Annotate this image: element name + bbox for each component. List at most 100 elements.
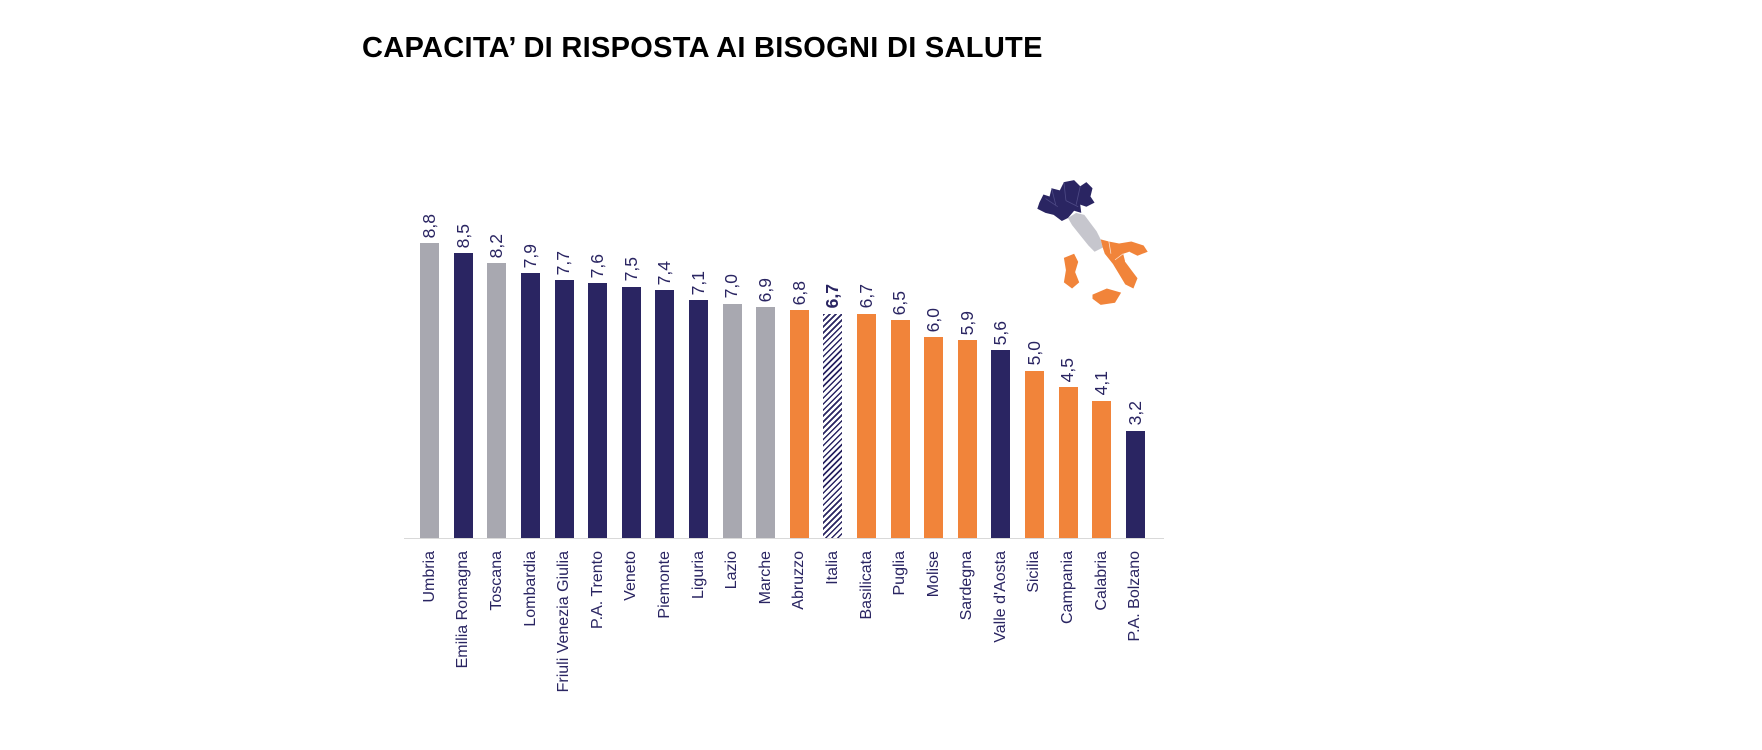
bar-value-label-veneto: 7,5 <box>620 257 641 282</box>
bar-value-label-abruzzo: 6,8 <box>788 280 809 306</box>
bar-column-liguria: 7,1 <box>682 271 716 538</box>
bar-calabria <box>1092 400 1112 538</box>
x-label-cell-liguria: Liguria <box>682 539 716 599</box>
x-label-campania: Campania <box>1059 551 1077 624</box>
bar-piemonte <box>655 290 675 538</box>
bar-value-label-toscana: 8,2 <box>486 233 507 259</box>
bar-molise <box>924 337 944 538</box>
bar-column-italia: 6,7 <box>816 284 850 538</box>
x-axis-labels: Umbria Emilia Romagna Toscana Lombardia Friu… <box>413 539 1153 692</box>
bar-column-emilia-romagna: 8,5 <box>447 224 481 538</box>
x-label-toscana: Toscana <box>487 551 505 611</box>
bar-column-sicilia: 5,0 <box>1018 341 1052 538</box>
x-label-cell-piemonte: Piemonte <box>648 539 682 619</box>
x-label-cell-lombardia: Lombardia <box>514 539 548 627</box>
bar-column-sardegna: 5,9 <box>951 311 985 538</box>
bar-toscana <box>487 263 507 538</box>
x-label-p-a-trento: P.A. Trento <box>588 551 606 629</box>
x-label-cell-abruzzo: Abruzzo <box>783 539 817 610</box>
x-label-cell-valle-d-aosta: Valle d'Aosta <box>984 539 1018 643</box>
x-label-lazio: Lazio <box>723 551 741 590</box>
chart-title: CAPACITA’ DI RISPOSTA AI BISOGNI DI SALU… <box>362 32 1043 64</box>
bar-campania <box>1058 387 1078 538</box>
x-label-piemonte: Piemonte <box>655 551 673 619</box>
bar-valle-d-aosta <box>991 350 1011 538</box>
bar-sardegna <box>957 340 977 538</box>
bar-liguria <box>689 300 709 538</box>
bar-value-label-basilicata: 6,7 <box>855 284 876 309</box>
bar-abruzzo <box>789 310 809 538</box>
bar-column-molise: 6,0 <box>917 308 951 538</box>
x-label-cell-p-a-trento: P.A. Trento <box>581 539 615 629</box>
bar-italia <box>823 313 843 538</box>
bar-value-label-marche: 6,9 <box>754 277 775 302</box>
x-label-calabria: Calabria <box>1092 551 1110 611</box>
bar-column-basilicata: 6,7 <box>850 284 884 538</box>
bar-column-lombardia: 7,9 <box>514 244 548 538</box>
bar-lazio <box>722 303 742 538</box>
bar-column-veneto: 7,5 <box>615 257 649 538</box>
bar-column-abruzzo: 6,8 <box>783 281 817 538</box>
x-label-cell-italia: Italia <box>816 539 850 585</box>
x-label-cell-basilicata: Basilicata <box>850 539 884 619</box>
x-label-valle-d-aosta: Valle d'Aosta <box>991 551 1009 643</box>
x-label-cell-sicilia: Sicilia <box>1018 539 1052 593</box>
bar-marche <box>756 306 776 538</box>
bar-column-piemonte: 7,4 <box>648 261 682 538</box>
bar-lombardia <box>521 273 541 538</box>
x-label-cell-puglia: Puglia <box>883 539 917 595</box>
map-sardinia <box>1063 253 1080 289</box>
bar-column-umbria: 8,8 <box>413 214 447 538</box>
x-label-p-a-bolzano: P.A. Bolzano <box>1126 551 1144 642</box>
bar-puglia <box>890 320 910 538</box>
x-label-molise: Molise <box>924 551 942 598</box>
bar-column-campania: 4,5 <box>1051 358 1085 538</box>
x-label-abruzzo: Abruzzo <box>790 551 808 610</box>
bar-p-a-bolzano <box>1125 430 1145 538</box>
x-label-puglia: Puglia <box>891 551 909 596</box>
x-axis-line <box>404 538 1164 539</box>
x-label-cell-friuli-venezia-giulia: Friuli Venezia Giulia <box>547 539 581 692</box>
bar-value-label-lombardia: 7,9 <box>519 244 540 269</box>
x-label-liguria: Liguria <box>689 551 707 600</box>
x-label-emilia-romagna: Emilia Romagna <box>454 551 472 669</box>
x-label-lombardia: Lombardia <box>521 551 539 627</box>
x-label-cell-marche: Marche <box>749 539 783 604</box>
bar-veneto <box>621 286 641 538</box>
bar-value-label-friuli-venezia-giulia: 7,7 <box>553 250 574 276</box>
x-label-cell-lazio: Lazio <box>715 539 749 589</box>
x-label-italia: Italia <box>823 551 841 585</box>
bar-value-label-valle-d-aosta: 5,6 <box>990 321 1011 346</box>
chart-bars-area: 8,8 8,5 8,2 7,9 7,7 7,6 7,5 7,4 7,1 7,0 6,9 6,8 6,7 6… <box>413 170 1153 538</box>
italy-map <box>1037 180 1148 305</box>
bar-value-label-p-a-trento: 7,6 <box>587 254 608 279</box>
map-sicily <box>1092 288 1122 305</box>
bar-value-label-campania: 4,5 <box>1057 357 1078 383</box>
bar-column-friuli-venezia-giulia: 7,7 <box>547 251 581 538</box>
bar-emilia-romagna <box>453 253 473 538</box>
bar-column-toscana: 8,2 <box>480 234 514 538</box>
x-label-cell-p-a-bolzano: P.A. Bolzano <box>1118 539 1152 641</box>
bar-umbria <box>420 243 440 538</box>
bar-column-puglia: 6,5 <box>883 291 917 538</box>
bar-value-label-p-a-bolzano: 3,2 <box>1124 401 1145 426</box>
bar-column-valle-d-aosta: 5,6 <box>984 321 1018 538</box>
bar-p-a-trento <box>588 283 608 538</box>
bar-column-p-a-trento: 7,6 <box>581 254 615 538</box>
x-label-cell-sardegna: Sardegna <box>951 539 985 620</box>
map-north-borders <box>1045 182 1081 208</box>
bar-value-label-calabria: 4,1 <box>1090 371 1111 396</box>
x-label-cell-veneto: Veneto <box>615 539 649 601</box>
x-label-friuli-venezia-giulia: Friuli Venezia Giulia <box>555 551 573 693</box>
bar-value-label-molise: 6,0 <box>922 307 943 332</box>
bar-value-label-lazio: 7,0 <box>721 274 742 299</box>
x-label-cell-toscana: Toscana <box>480 539 514 611</box>
bar-basilicata <box>857 313 877 538</box>
x-label-umbria: Umbria <box>420 551 438 603</box>
x-label-basilicata: Basilicata <box>857 551 875 620</box>
map-south-borders <box>1108 241 1130 263</box>
bar-value-label-italia: 6,7 <box>822 284 843 309</box>
bar-column-lazio: 7,0 <box>715 274 749 538</box>
x-label-sicilia: Sicilia <box>1025 551 1043 593</box>
bar-chart: 8,8 8,5 8,2 7,9 7,7 7,6 7,5 7,4 7,1 7,0 6,9 6,8 6,7 6… <box>404 170 1164 692</box>
